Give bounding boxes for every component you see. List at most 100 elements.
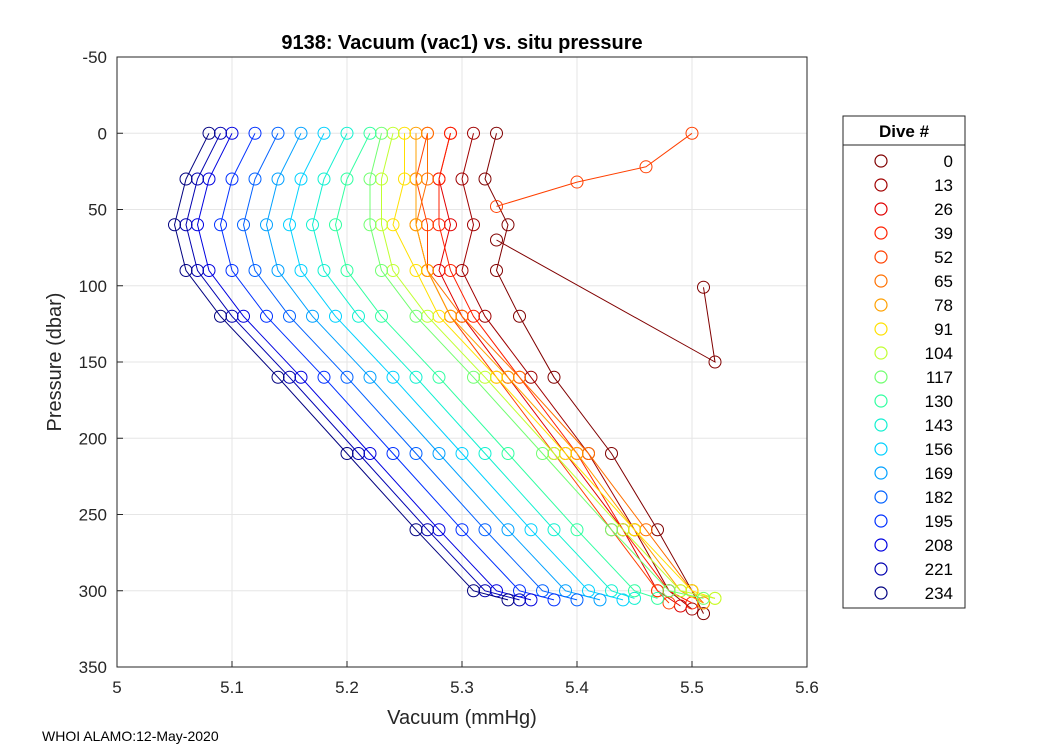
series-point-130 <box>651 591 664 605</box>
series-point-78 <box>409 218 423 232</box>
legend-label: 117 <box>926 368 953 387</box>
y-tick-label: 200 <box>79 429 107 448</box>
series-point-156 <box>616 593 630 607</box>
legend-label: 52 <box>934 248 953 267</box>
series-point-195 <box>225 264 239 277</box>
legend-marker-117 <box>874 370 888 384</box>
series-point-182 <box>248 264 262 277</box>
legend-marker-195 <box>874 514 888 528</box>
series-point-195 <box>225 172 239 186</box>
y-tick-label: 350 <box>79 658 107 677</box>
series-point-169 <box>271 264 285 277</box>
legend-label: 208 <box>925 536 953 555</box>
x-axis-label: Vacuum (mmHg) <box>387 707 537 729</box>
legend-marker-156 <box>874 442 888 456</box>
legend-entries: 0 13 26 39 52 65 78 91 104 117 130 143 156 169 182 195 2… <box>874 152 953 603</box>
x-tick-label: 5 <box>112 678 121 697</box>
legend-marker-208 <box>874 538 888 552</box>
legend-box <box>842 115 966 609</box>
series-point-182 <box>283 309 296 323</box>
y-tick-label: 300 <box>79 582 107 601</box>
y-tick-label: -50 <box>82 48 107 67</box>
series-point-39 <box>444 126 457 140</box>
series-point-130 <box>628 584 641 598</box>
series-line-104 <box>381 133 716 599</box>
series-point-169 <box>294 126 308 140</box>
legend-label: 39 <box>934 224 953 243</box>
series-point-234 <box>340 447 354 460</box>
x-tick-label: 5.5 <box>680 678 704 697</box>
series-point-91 <box>409 264 423 277</box>
footer-stamp: WHOI ALAMO:12-May-2020 <box>42 728 219 744</box>
legend-marker-130 <box>874 394 888 408</box>
series-point-234 <box>179 172 193 186</box>
legend-label: 13 <box>934 176 953 195</box>
series-point-117 <box>536 447 549 460</box>
legend-marker-182 <box>874 490 888 504</box>
series-line-143 <box>311 133 635 599</box>
legend-marker-104 <box>874 346 888 360</box>
series-line-117 <box>369 133 704 599</box>
y-axis-label: Pressure (dbar) <box>44 293 66 432</box>
legend-marker-65 <box>874 274 888 288</box>
series-point-182 <box>340 370 354 384</box>
series-point-234 <box>214 309 227 323</box>
series-point-195 <box>386 447 400 460</box>
series-point-182 <box>570 593 584 607</box>
series-point-156 <box>294 264 308 277</box>
series-point-91 <box>398 172 411 186</box>
series-point-13 <box>455 172 469 186</box>
series-point-195 <box>317 370 331 384</box>
series-line-169 <box>265 133 601 601</box>
series-line-221 <box>185 133 520 601</box>
series-point-156 <box>524 523 538 537</box>
legend-marker-234 <box>874 586 888 600</box>
x-tick-label: 5.1 <box>220 678 244 697</box>
series-point-195 <box>455 523 469 537</box>
series-point-0-outlier <box>490 233 503 247</box>
series-line-0 <box>484 133 704 614</box>
series-point-143 <box>340 126 354 140</box>
legend-label: 65 <box>934 272 953 291</box>
y-tick-label: 0 <box>98 124 107 143</box>
series-point-52-outlier <box>570 175 584 189</box>
legend-label: 221 <box>925 560 953 579</box>
series-point-169 <box>593 593 607 607</box>
series-line-91 <box>392 133 716 599</box>
series-point-0 <box>697 607 710 621</box>
series-point-182 <box>409 447 423 460</box>
series-line-156 <box>288 133 624 601</box>
series-point-52-outlier <box>639 160 653 174</box>
y-tick-label: 150 <box>79 353 107 372</box>
series-point-117 <box>697 591 710 605</box>
series-point-156 <box>317 126 331 140</box>
series-point-0 <box>513 309 526 323</box>
series-line-78 <box>415 133 704 604</box>
series-point-130 <box>570 523 584 537</box>
y-tick-label: 100 <box>79 277 107 296</box>
series-point-0-outlier <box>708 355 722 369</box>
legend-marker-52 <box>874 250 888 264</box>
y-tick-label: 50 <box>88 201 107 220</box>
series-point-117 <box>409 309 423 323</box>
series-point-234 <box>168 218 181 232</box>
legend-label: 156 <box>925 440 953 459</box>
series-point-39 <box>444 264 457 277</box>
series-line-234 <box>173 133 509 601</box>
x-tick-label: 5.2 <box>335 678 359 697</box>
series-point-143 <box>317 264 331 277</box>
series-point-143 <box>317 172 331 186</box>
series-point-130 <box>340 264 354 277</box>
legend-label: 143 <box>925 416 953 435</box>
series-point-130 <box>375 309 388 323</box>
legend: Dive # 0 13 26 39 52 65 78 91 104 117 130 143 156 169… <box>842 115 966 609</box>
series-point-195 <box>214 218 227 232</box>
series-point-143 <box>409 370 423 384</box>
legend-label: 91 <box>934 320 953 339</box>
series-point-143 <box>478 447 492 460</box>
series-point-117 <box>375 264 388 277</box>
series-point-156 <box>294 172 308 186</box>
legend-marker-26 <box>874 202 888 216</box>
legend-marker-13 <box>874 178 888 192</box>
series-line-39 <box>438 133 693 604</box>
